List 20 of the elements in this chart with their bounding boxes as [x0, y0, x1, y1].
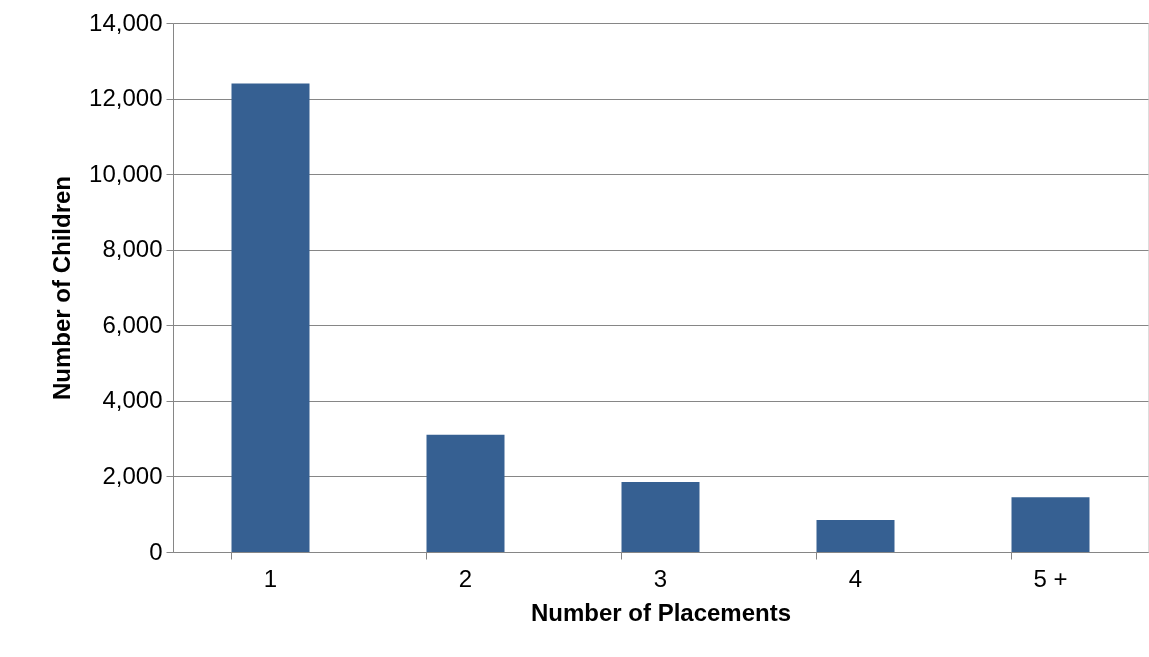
y-tick-label: 4,000	[102, 386, 163, 414]
y-tick-label: 14,000	[89, 8, 163, 36]
bar	[816, 519, 895, 552]
y-tick-label: 6,000	[102, 310, 163, 338]
x-tick-label: 2	[458, 564, 473, 592]
y-tick-label: 2,000	[102, 461, 163, 489]
bar	[1011, 497, 1090, 552]
x-tick-label: 4	[848, 564, 863, 592]
bar	[621, 482, 700, 552]
y-tick-label: 8,000	[102, 235, 163, 263]
x-tick-label: 1	[263, 564, 278, 592]
x-tick-label: 5 +	[1033, 564, 1068, 592]
x-axis-title: Number of Placements	[530, 598, 792, 626]
bar	[426, 434, 505, 552]
x-tick-label: 3	[653, 564, 668, 592]
bar	[231, 83, 310, 552]
y-tick-label: 0	[149, 537, 163, 565]
y-axis-title: Number of Children	[48, 175, 76, 401]
y-tick-label: 10,000	[89, 159, 163, 187]
y-tick-label: 12,000	[89, 84, 163, 112]
